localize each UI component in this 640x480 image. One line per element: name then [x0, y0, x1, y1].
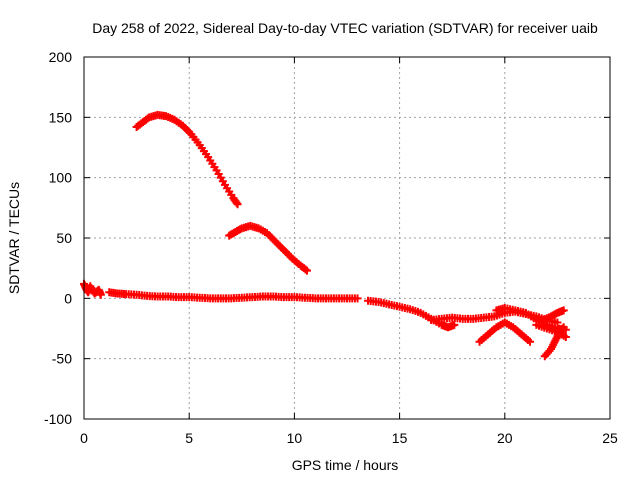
data-point — [301, 265, 310, 274]
data-point — [303, 266, 312, 275]
x-axis-title: GPS time / hours — [292, 457, 399, 473]
series-arc-4 — [105, 288, 362, 303]
data-point — [561, 332, 570, 341]
series-arc-7 — [475, 318, 535, 346]
data-point — [353, 294, 362, 303]
data-point — [559, 323, 568, 332]
data-point — [96, 290, 105, 299]
data-point — [526, 337, 535, 346]
y-axis-title: SDTVAR / TECUs — [6, 182, 22, 294]
x-tick-label: 20 — [497, 430, 513, 446]
plot-frame — [83, 56, 611, 420]
chart-title: Day 258 of 2022, Sidereal Day-to-day VTE… — [92, 20, 598, 36]
grid — [84, 57, 610, 419]
series-arc-3 — [80, 279, 105, 299]
series-arc-2 — [225, 221, 312, 275]
series-arc-10 — [540, 323, 568, 361]
y-tick-label: 0 — [64, 290, 72, 306]
axis-ticks: 0 5 10 15 20 25 -100 -50 0 50 100 150 200 — [44, 49, 618, 446]
data-point — [558, 324, 567, 333]
y-tick-label: 100 — [49, 170, 73, 186]
x-tick-label: 0 — [80, 430, 88, 446]
y-tick-label: -50 — [52, 351, 72, 367]
y-tick-label: 200 — [49, 49, 73, 65]
y-tick-label: 150 — [49, 109, 73, 125]
data-point — [232, 198, 241, 207]
x-tick-label: 10 — [287, 430, 303, 446]
data-point — [233, 200, 242, 209]
data-point — [450, 320, 459, 329]
series-arc-11 — [538, 306, 568, 325]
y-tick-label: 50 — [56, 230, 72, 246]
series-arc-1 — [132, 110, 242, 209]
data-layer — [80, 110, 570, 361]
x-tick-label: 15 — [392, 430, 408, 446]
y-tick-label: -100 — [44, 411, 72, 427]
x-tick-label: 5 — [185, 430, 193, 446]
data-point — [559, 306, 568, 315]
series-arc-5 — [364, 296, 459, 332]
x-tick-label: 25 — [602, 430, 618, 446]
